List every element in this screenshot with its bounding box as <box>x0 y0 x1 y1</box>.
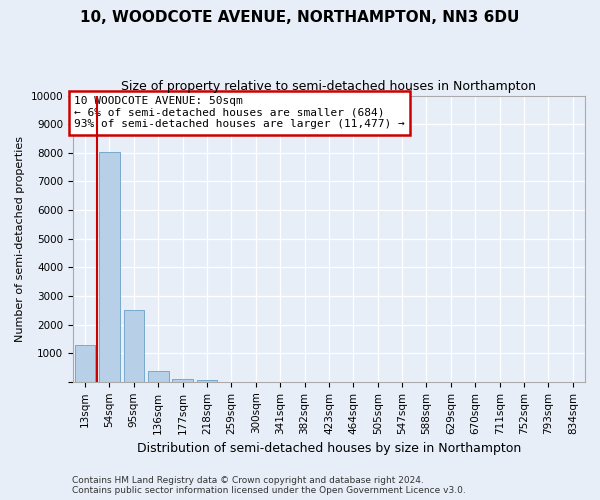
X-axis label: Distribution of semi-detached houses by size in Northampton: Distribution of semi-detached houses by … <box>137 442 521 455</box>
Bar <box>124 310 144 382</box>
Text: 10, WOODCOTE AVENUE, NORTHAMPTON, NN3 6DU: 10, WOODCOTE AVENUE, NORTHAMPTON, NN3 6D… <box>80 10 520 25</box>
Text: 10 WOODCOTE AVENUE: 50sqm
← 6% of semi-detached houses are smaller (684)
93% of : 10 WOODCOTE AVENUE: 50sqm ← 6% of semi-d… <box>74 96 405 130</box>
Title: Size of property relative to semi-detached houses in Northampton: Size of property relative to semi-detach… <box>121 80 536 93</box>
Bar <box>197 380 217 382</box>
Y-axis label: Number of semi-detached properties: Number of semi-detached properties <box>15 136 25 342</box>
Bar <box>148 371 169 382</box>
Bar <box>99 152 120 382</box>
Bar <box>75 345 95 382</box>
Text: Contains HM Land Registry data © Crown copyright and database right 2024.
Contai: Contains HM Land Registry data © Crown c… <box>72 476 466 495</box>
Bar <box>172 378 193 382</box>
